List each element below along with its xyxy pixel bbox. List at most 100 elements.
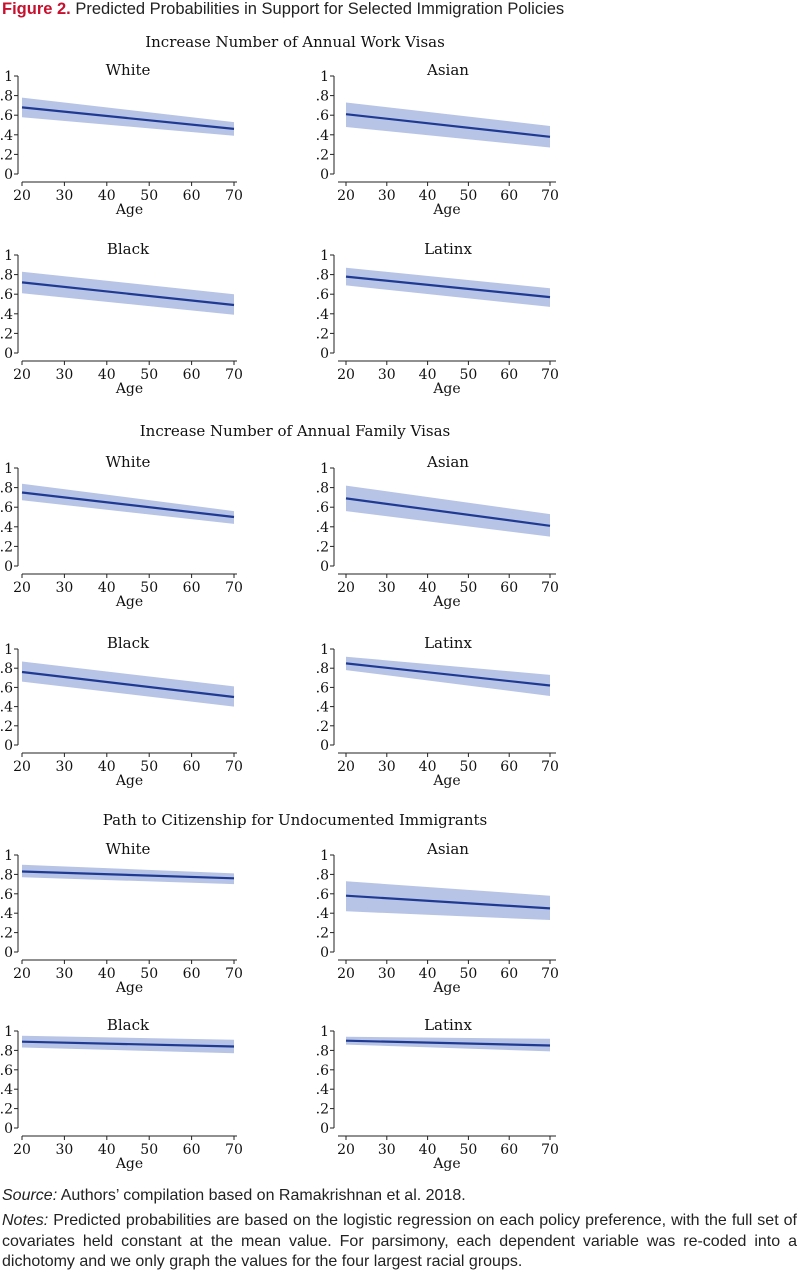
y-tick-label: .4 [0,1082,13,1098]
x-tick-label: 50 [140,759,158,775]
x-tick-label: 40 [98,1142,116,1158]
x-tick-label: 30 [378,580,396,596]
x-tick-label: 20 [337,1142,355,1158]
y-tick-label: .4 [0,128,13,144]
panel: 0 .2 .4 .6 .8 1 20 30 40 50 60 70 White Age [0,453,243,610]
x-axis-label: Age [115,594,143,610]
x-tick-label: 50 [459,188,477,204]
x-tick-label: 70 [225,759,243,775]
notes-text: Predicted probabilities are based on the… [2,1212,797,1270]
y-tick-label: .2 [0,719,13,735]
confidence-band [346,656,550,696]
y-tick-label: 0 [4,945,13,961]
y-tick-label: 0 [320,1121,329,1137]
panel: 0 .2 .4 .6 .8 1 20 30 40 50 60 70 Latinx Age [316,240,559,397]
x-tick-label: 70 [225,367,243,383]
panel-title: Latinx [424,240,472,258]
x-axis-label: Age [115,202,143,218]
x-tick-label: 60 [183,367,201,383]
y-tick-label: 1 [320,461,329,477]
y-tick-label: .2 [0,1102,13,1118]
x-tick-label: 40 [419,966,437,982]
y-tick-label: 0 [4,559,13,575]
y-tick-label: 0 [320,346,329,362]
prediction-line [345,497,551,527]
y-tick-label: .2 [316,147,329,163]
source-text: Authors’ compilation based on Ramakrishn… [57,1187,466,1204]
x-tick-label: 50 [459,580,477,596]
x-axis-label: Age [432,1156,460,1172]
y-tick-label: .6 [316,500,329,516]
y-tick-label: .2 [0,147,13,163]
y-tick-label: .8 [316,481,329,497]
x-tick-label: 50 [459,759,477,775]
x-tick-label: 60 [500,580,518,596]
panel-title: Black [107,634,150,652]
y-tick-label: .8 [316,661,329,677]
prediction-line [21,281,235,307]
x-tick-label: 40 [419,580,437,596]
panel-title: Black [107,1016,150,1034]
y-tick-label: .4 [0,700,13,716]
confidence-band [22,97,234,136]
y-tick-label: .6 [316,1063,329,1079]
panel: 0 .2 .4 .6 .8 1 20 30 40 50 60 70 Asian Age [316,61,559,218]
x-tick-label: 40 [98,966,116,982]
source-note: Source: Authors’ compilation based on Ra… [2,1186,797,1207]
y-tick-label: .6 [0,500,13,516]
x-tick-label: 70 [541,580,559,596]
x-tick-label: 50 [140,966,158,982]
y-tick-label: .6 [316,887,329,903]
prediction-line [21,1040,235,1048]
x-tick-label: 50 [140,188,158,204]
x-tick-label: 40 [419,367,437,383]
y-tick-label: 0 [4,1121,13,1137]
x-tick-label: 20 [13,188,31,204]
y-tick-label: .6 [0,680,13,696]
panel: 0 .2 .4 .6 .8 1 20 30 40 50 60 70 Black Age [0,634,243,789]
x-tick-label: 70 [541,367,559,383]
notes: Notes: Predicted probabilities are based… [2,1211,797,1273]
y-tick-label: 1 [4,248,13,264]
y-tick-label: .2 [316,326,329,342]
y-tick-label: 0 [4,346,13,362]
panel-title: Black [107,240,150,258]
panel-title: Asian [426,453,469,471]
x-axis-label: Age [115,773,143,789]
section-title: Path to Citizenship for Undocumented Imm… [103,811,488,829]
source-label: Source: [2,1187,58,1204]
y-tick-label: .2 [316,1102,329,1118]
x-tick-label: 60 [500,966,518,982]
x-tick-label: 60 [500,1142,518,1158]
x-tick-label: 40 [419,188,437,204]
x-tick-label: 60 [183,966,201,982]
panel-title: Asian [426,840,469,858]
prediction-line [21,491,235,519]
y-tick-label: 1 [4,642,13,658]
x-tick-label: 30 [378,966,396,982]
x-axis-label: Age [115,381,143,397]
x-tick-label: 20 [337,367,355,383]
y-tick-label: .6 [0,887,13,903]
y-tick-label: .2 [316,926,329,942]
prediction-line [345,275,551,299]
y-tick-label: 1 [320,248,329,264]
x-axis-label: Age [432,980,460,996]
x-tick-label: 20 [337,188,355,204]
y-tick-label: .6 [316,287,329,303]
x-tick-label: 70 [225,966,243,982]
y-tick-label: .4 [316,307,329,323]
prediction-line [21,870,235,880]
chart-grid: Increase Number of Annual Work Visas Incr… [0,33,559,1172]
section-title: Increase Number of Annual Work Visas [145,33,445,51]
x-tick-label: 60 [183,759,201,775]
panel: 0 .2 .4 .6 .8 1 20 30 40 50 60 70 Asian Age [316,453,559,610]
y-tick-label: 1 [320,1024,329,1040]
x-tick-label: 60 [500,188,518,204]
x-tick-label: 30 [55,367,73,383]
y-tick-label: .8 [0,661,13,677]
y-tick-label: .4 [0,520,13,536]
prediction-line [21,106,235,130]
y-tick-label: .8 [316,89,329,105]
y-tick-label: 0 [320,945,329,961]
